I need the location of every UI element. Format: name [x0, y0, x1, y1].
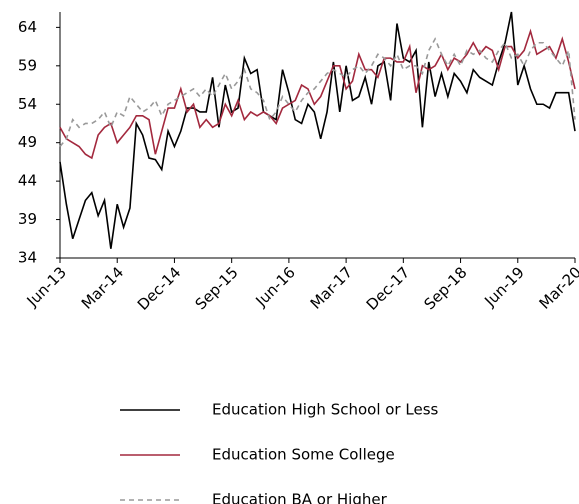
series-line	[59, 28, 576, 160]
y-tick-label: 39	[18, 210, 37, 228]
series-line	[59, 37, 576, 148]
y-tick-label: 59	[18, 56, 37, 74]
y-tick-label: 44	[18, 172, 37, 190]
y-tick-label: 64	[18, 18, 37, 36]
x-tick-label: Mar-17	[307, 263, 356, 312]
legend-label: Education BA or Higher	[212, 491, 388, 504]
x-tick-label: Mar-14	[78, 263, 127, 312]
y-tick-label: 49	[18, 133, 37, 151]
x-tick-label: Jun-13	[23, 263, 70, 310]
x-tick-label: Mar-20	[536, 263, 579, 312]
x-tick-label: Sep-18	[421, 263, 471, 313]
x-tick-label: Sep-15	[192, 263, 242, 313]
series-line	[59, 11, 576, 249]
x-tick-label: Jun-19	[480, 263, 527, 310]
y-tick-label: 34	[18, 249, 37, 267]
y-tick-label: 54	[18, 95, 37, 113]
x-tick-label: Dec-14	[134, 263, 185, 314]
x-tick-label: Dec-17	[363, 263, 414, 314]
x-tick-label: Jun-16	[252, 263, 299, 310]
legend-label: Education Some College	[212, 446, 395, 464]
legend-label: Education High School or Less	[212, 401, 439, 419]
